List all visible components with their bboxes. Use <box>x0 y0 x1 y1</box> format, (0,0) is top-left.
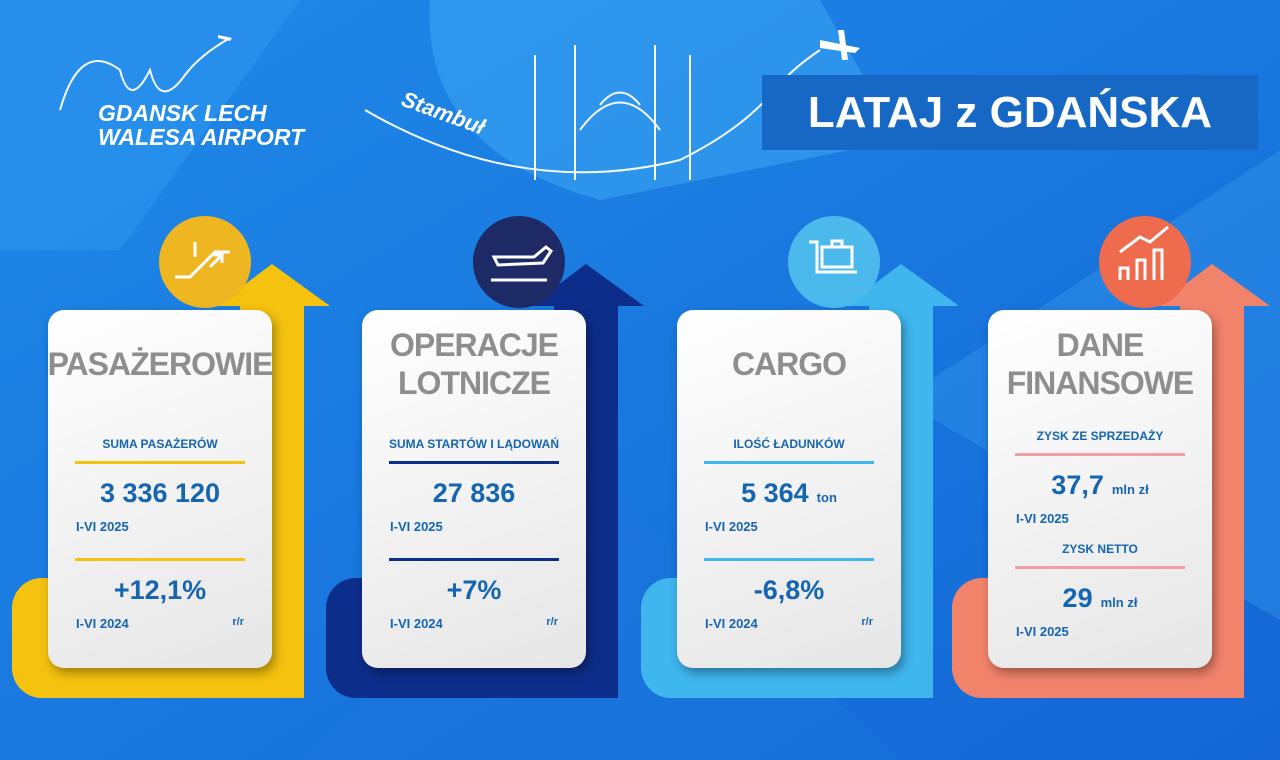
metric-value-row: -6,8% <box>677 575 901 606</box>
card: CARGO ILOŚĆ ŁADUNKÓW 5 364 ton I-VI 2025 -6,8… <box>677 310 901 668</box>
metric-value: 3 336 120 <box>99 477 221 508</box>
metric: +12,1% I-VI 2024 r/r <box>48 558 272 631</box>
metric-unit: mln zł <box>1100 595 1138 611</box>
divider <box>75 558 245 562</box>
metric-value-row: +7% <box>362 575 586 606</box>
icon <box>809 239 857 274</box>
card-title-line: FINANSOWE <box>1006 365 1195 401</box>
metric: ILOŚĆ ŁADUNKÓW 5 364 ton I-VI 2025 <box>677 437 901 534</box>
change-note: r/r <box>546 616 558 629</box>
metric-value: +7% <box>446 575 502 606</box>
metric-value: 27 836 <box>432 477 516 508</box>
metric-value-row: +12,1% <box>48 575 272 606</box>
card-title-line: CARGO <box>731 346 847 382</box>
icon-glyph <box>491 245 554 282</box>
card-body: ZYSK ZE SPRZEDAŻY 37,7 mln zł I-VI 2025 ZYSK… <box>988 412 1212 668</box>
metric-value-row: 37,7 mln zł <box>988 470 1212 501</box>
period-row: I-VI 2025 <box>988 614 1212 639</box>
metric-value-row: 5 364 ton <box>677 478 901 509</box>
metric: ZYSK NETTO 29 mln zł I-VI 2025 <box>988 542 1212 639</box>
icon-glyph <box>809 239 857 274</box>
card-body: SUMA STARTÓW I LĄDOWAŃ 27 836 I-VI 2025 +7%… <box>362 412 586 668</box>
period: I-VI 2025 <box>1016 510 1069 526</box>
icon <box>1118 225 1169 280</box>
logo-line: GDANSK LECH <box>98 100 267 126</box>
period-row: I-VI 2024 r/r <box>48 606 272 631</box>
icon-circle <box>473 216 565 308</box>
metric-value-row: 27 836 <box>362 478 586 509</box>
metric-label: ZYSK NETTO <box>1062 542 1138 557</box>
period: I-VI 2025 <box>390 518 443 534</box>
arrow-head <box>216 264 330 306</box>
metric-value: 5 364 <box>741 477 809 508</box>
divider <box>1015 566 1185 570</box>
metric-unit: mln zł <box>1111 481 1149 497</box>
headline: LATAJ z GDAŃSKA <box>762 75 1258 150</box>
period: I-VI 2024 <box>390 616 443 632</box>
card-body: SUMA PASAŻERÓW 3 336 120 I-VI 2025 +12,1% I-… <box>48 412 272 668</box>
metric-value: -6,8% <box>753 575 825 606</box>
metric-value-row: 3 336 120 <box>48 478 272 509</box>
metric-value: +12,1% <box>113 575 207 606</box>
metric: +7% I-VI 2024 r/r <box>362 558 586 631</box>
card-title-line: LOTNICZE <box>398 365 551 401</box>
logo-line: WALESA AIRPORT <box>98 124 305 150</box>
metric-label: ZYSK ZE SPRZEDAŻY <box>1036 428 1164 443</box>
metric-value-row: 29 mln zł <box>988 583 1212 614</box>
period: I-VI 2024 <box>705 616 758 632</box>
metric: SUMA PASAŻERÓW 3 336 120 I-VI 2025 <box>48 437 272 534</box>
divider <box>389 558 559 562</box>
metric: ZYSK ZE SPRZEDAŻY 37,7 mln zł I-VI 2025 <box>988 429 1212 526</box>
card-title-line: PASAŻEROWIE <box>47 346 274 382</box>
divider <box>75 460 245 464</box>
metric-label: SUMA STARTÓW I LĄDOWAŃ <box>389 436 559 451</box>
card-title: CARGO <box>677 316 901 412</box>
metric: -6,8% I-VI 2024 r/r <box>677 558 901 631</box>
period: I-VI 2025 <box>705 518 758 534</box>
period: I-VI 2025 <box>1016 624 1069 640</box>
icon <box>491 245 554 282</box>
change-note: r/r <box>861 616 873 629</box>
icon-glyph <box>1118 225 1169 280</box>
arrow-head <box>845 264 959 306</box>
card-title: PASAŻEROWIE <box>47 316 274 412</box>
card: OPERACJE LOTNICZE SUMA STARTÓW I LĄDOWAŃ 27… <box>362 310 586 668</box>
period-row: I-VI 2025 <box>677 509 901 534</box>
change-note: r/r <box>232 616 244 629</box>
period-row: I-VI 2025 <box>48 509 272 534</box>
period-row: I-VI 2025 <box>988 501 1212 526</box>
period-row: I-VI 2025 <box>362 509 586 534</box>
card-title-line: DANE <box>1056 327 1145 363</box>
metric-value: 37,7 <box>1051 469 1104 500</box>
divider <box>704 460 874 464</box>
card-body: ILOŚĆ ŁADUNKÓW 5 364 ton I-VI 2025 -6,8% I-VI… <box>677 412 901 668</box>
arrow-head <box>1156 264 1270 306</box>
metric: SUMA STARTÓW I LĄDOWAŃ 27 836 I-VI 2025 <box>362 437 586 534</box>
icon-circle <box>788 216 880 308</box>
period: I-VI 2025 <box>76 518 129 534</box>
card: DANE FINANSOWE ZYSK ZE SPRZEDAŻY 37,7 mln zł… <box>988 310 1212 668</box>
arrow-head <box>530 264 644 306</box>
period-row: I-VI 2024 r/r <box>677 606 901 631</box>
period-row: I-VI 2024 r/r <box>362 606 586 631</box>
divider <box>1015 452 1185 456</box>
card: PASAŻEROWIE SUMA PASAŻERÓW 3 336 120 I-VI 2… <box>47 310 274 668</box>
metric-unit: ton <box>816 489 837 505</box>
metric-label: ILOŚĆ ŁADUNKÓW <box>733 436 845 451</box>
period: I-VI 2024 <box>76 616 129 632</box>
icon-glyph <box>175 242 230 279</box>
card-title: DANE FINANSOWE <box>988 316 1212 412</box>
divider <box>389 460 559 464</box>
icon <box>175 242 230 279</box>
divider <box>704 558 874 562</box>
metric-value: 29 <box>1062 583 1093 614</box>
card-title-line: OPERACJE <box>389 327 559 363</box>
card-title: OPERACJE LOTNICZE <box>362 316 586 412</box>
metric-label: SUMA PASAŻERÓW <box>102 436 218 451</box>
